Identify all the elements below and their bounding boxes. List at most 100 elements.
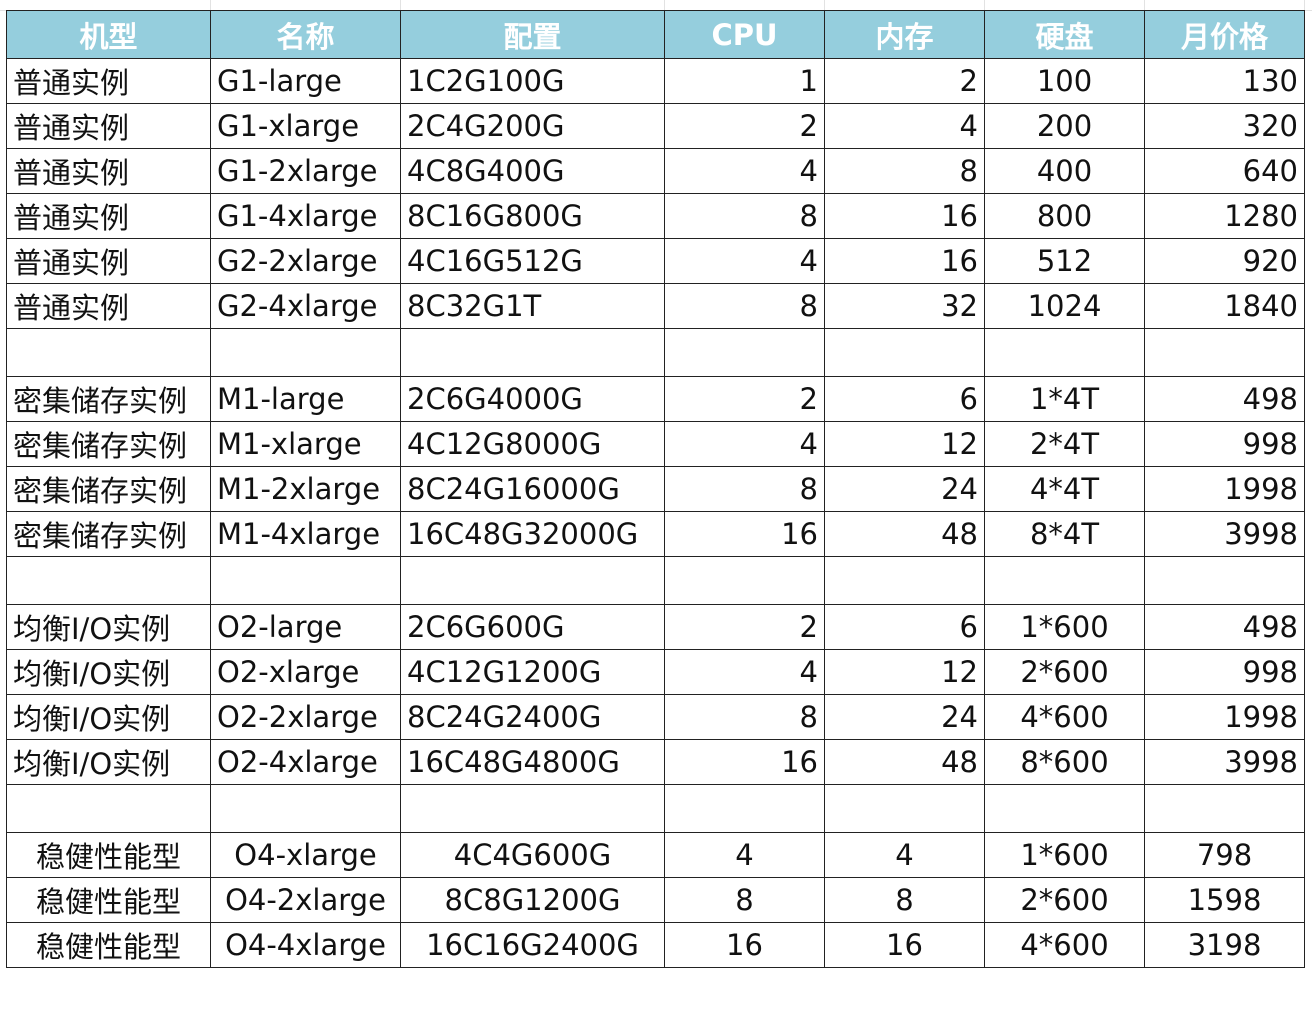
cell-name[interactable]: O4-4xlarge — [210, 922, 401, 968]
cell-config[interactable]: 4C12G8000G — [400, 421, 665, 467]
cell-disk[interactable]: 1*600 — [984, 832, 1145, 878]
cell-disk[interactable]: 100 — [984, 58, 1145, 104]
cell-price[interactable]: 1840 — [1144, 283, 1305, 329]
cell-price[interactable]: 3998 — [1144, 511, 1305, 557]
empty-cell[interactable] — [400, 328, 665, 377]
cell-config[interactable]: 1C2G100G — [400, 58, 665, 104]
header-cell-type[interactable]: 机型 — [6, 10, 211, 59]
cell-cpu[interactable]: 8 — [664, 466, 825, 512]
cell-type[interactable]: 均衡I/O实例 — [6, 604, 211, 650]
header-cell-config[interactable]: 配置 — [400, 10, 665, 59]
empty-cell[interactable] — [664, 556, 825, 605]
cell-price[interactable]: 998 — [1144, 649, 1305, 695]
cell-price[interactable]: 920 — [1144, 238, 1305, 284]
cell-type[interactable]: 密集储存实例 — [6, 466, 211, 512]
cell-memory[interactable]: 32 — [824, 283, 985, 329]
cell-memory[interactable]: 4 — [824, 103, 985, 149]
cell-memory[interactable]: 24 — [824, 694, 985, 740]
cell-config[interactable]: 8C16G800G — [400, 193, 665, 239]
cell-name[interactable]: M1-large — [210, 376, 401, 422]
cell-cpu[interactable]: 2 — [664, 604, 825, 650]
cell-disk[interactable]: 2*600 — [984, 649, 1145, 695]
empty-cell[interactable] — [400, 556, 665, 605]
cell-cpu[interactable]: 8 — [664, 283, 825, 329]
cell-cpu[interactable]: 2 — [664, 376, 825, 422]
cell-type[interactable]: 普通实例 — [6, 238, 211, 284]
cell-config[interactable]: 16C48G32000G — [400, 511, 665, 557]
cell-price[interactable]: 1598 — [1144, 877, 1305, 923]
cell-name[interactable]: G2-2xlarge — [210, 238, 401, 284]
cell-type[interactable]: 密集储存实例 — [6, 421, 211, 467]
cell-memory[interactable]: 12 — [824, 421, 985, 467]
header-cell-price[interactable]: 月价格 — [1144, 10, 1305, 59]
cell-disk[interactable]: 2*4T — [984, 421, 1145, 467]
cell-type[interactable]: 稳健性能型 — [6, 922, 211, 968]
cell-price[interactable]: 1998 — [1144, 694, 1305, 740]
header-cell-cpu[interactable]: CPU — [664, 10, 825, 59]
cell-name[interactable]: M1-4xlarge — [210, 511, 401, 557]
empty-cell[interactable] — [6, 328, 211, 377]
cell-disk[interactable]: 1*600 — [984, 604, 1145, 650]
empty-cell[interactable] — [210, 784, 401, 833]
cell-price[interactable]: 3998 — [1144, 739, 1305, 785]
cell-cpu[interactable]: 4 — [664, 238, 825, 284]
cell-cpu[interactable]: 8 — [664, 193, 825, 239]
cell-price[interactable]: 130 — [1144, 58, 1305, 104]
cell-type[interactable]: 均衡I/O实例 — [6, 694, 211, 740]
cell-config[interactable]: 2C6G600G — [400, 604, 665, 650]
cell-disk[interactable]: 800 — [984, 193, 1145, 239]
cell-config[interactable]: 8C8G1200G — [400, 877, 665, 923]
cell-config[interactable]: 4C4G600G — [400, 832, 665, 878]
cell-cpu[interactable]: 16 — [664, 922, 825, 968]
empty-cell[interactable] — [210, 556, 401, 605]
cell-cpu[interactable]: 2 — [664, 103, 825, 149]
empty-cell[interactable] — [1144, 784, 1305, 833]
cell-type[interactable]: 普通实例 — [6, 103, 211, 149]
cell-memory[interactable]: 4 — [824, 832, 985, 878]
cell-name[interactable]: G1-xlarge — [210, 103, 401, 149]
cell-config[interactable]: 2C4G200G — [400, 103, 665, 149]
header-cell-memory[interactable]: 内存 — [824, 10, 985, 59]
cell-type[interactable]: 普通实例 — [6, 58, 211, 104]
empty-cell[interactable] — [664, 328, 825, 377]
cell-price[interactable]: 998 — [1144, 421, 1305, 467]
cell-cpu[interactable]: 4 — [664, 421, 825, 467]
cell-type[interactable]: 密集储存实例 — [6, 376, 211, 422]
cell-memory[interactable]: 24 — [824, 466, 985, 512]
cell-name[interactable]: O4-2xlarge — [210, 877, 401, 923]
cell-price[interactable]: 798 — [1144, 832, 1305, 878]
cell-memory[interactable]: 2 — [824, 58, 985, 104]
cell-cpu[interactable]: 4 — [664, 832, 825, 878]
cell-disk[interactable]: 512 — [984, 238, 1145, 284]
cell-config[interactable]: 16C48G4800G — [400, 739, 665, 785]
cell-name[interactable]: G1-4xlarge — [210, 193, 401, 239]
cell-price[interactable]: 498 — [1144, 376, 1305, 422]
cell-type[interactable]: 密集储存实例 — [6, 511, 211, 557]
cell-disk[interactable]: 4*600 — [984, 694, 1145, 740]
cell-disk[interactable]: 8*600 — [984, 739, 1145, 785]
cell-disk[interactable]: 8*4T — [984, 511, 1145, 557]
cell-config[interactable]: 4C12G1200G — [400, 649, 665, 695]
empty-cell[interactable] — [1144, 328, 1305, 377]
empty-cell[interactable] — [984, 784, 1145, 833]
cell-memory[interactable]: 12 — [824, 649, 985, 695]
cell-type[interactable]: 均衡I/O实例 — [6, 739, 211, 785]
empty-cell[interactable] — [824, 784, 985, 833]
cell-type[interactable]: 稳健性能型 — [6, 832, 211, 878]
cell-cpu[interactable]: 8 — [664, 877, 825, 923]
cell-memory[interactable]: 16 — [824, 922, 985, 968]
empty-cell[interactable] — [664, 784, 825, 833]
cell-name[interactable]: G2-4xlarge — [210, 283, 401, 329]
cell-config[interactable]: 8C32G1T — [400, 283, 665, 329]
cell-name[interactable]: O4-xlarge — [210, 832, 401, 878]
cell-disk[interactable]: 200 — [984, 103, 1145, 149]
empty-cell[interactable] — [824, 556, 985, 605]
empty-cell[interactable] — [1144, 556, 1305, 605]
cell-price[interactable]: 640 — [1144, 148, 1305, 194]
cell-memory[interactable]: 16 — [824, 238, 985, 284]
empty-cell[interactable] — [6, 784, 211, 833]
cell-memory[interactable]: 6 — [824, 604, 985, 650]
empty-cell[interactable] — [6, 556, 211, 605]
cell-type[interactable]: 均衡I/O实例 — [6, 649, 211, 695]
cell-price[interactable]: 498 — [1144, 604, 1305, 650]
